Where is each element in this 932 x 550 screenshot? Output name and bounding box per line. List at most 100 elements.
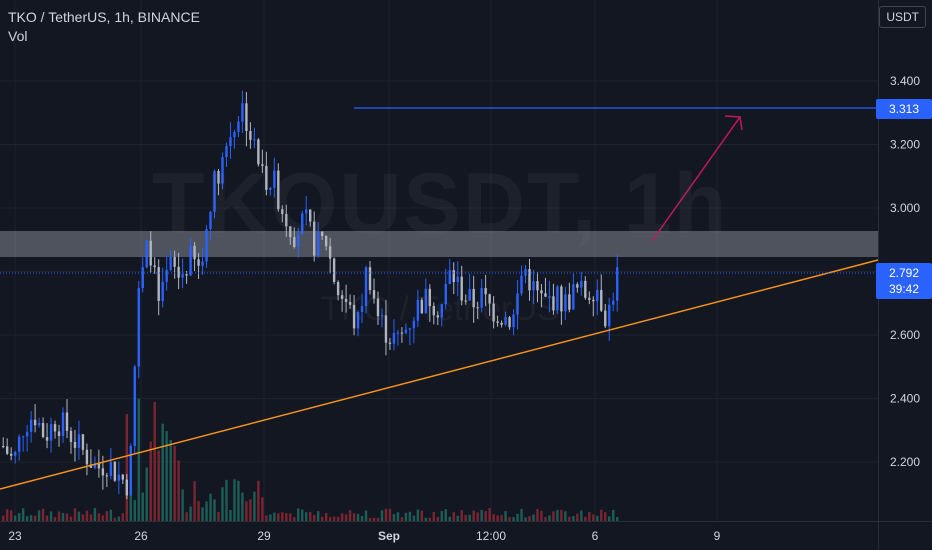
volume-bar (285, 513, 288, 521)
volume-bar (185, 512, 188, 521)
candle-body (548, 296, 551, 298)
candle-body (404, 329, 408, 333)
volume-bar (93, 508, 97, 521)
volume-bar (440, 510, 443, 521)
candle-body (376, 298, 380, 317)
volume-bar (388, 508, 392, 521)
volume-bar (269, 514, 272, 521)
candle-body (592, 299, 595, 302)
volume-bar (564, 511, 567, 521)
candle-body (105, 475, 109, 477)
candle-body (53, 424, 57, 432)
volume-bar (189, 506, 192, 521)
volume-bar (153, 402, 156, 521)
volume-bar (261, 497, 264, 521)
candle-body (520, 275, 523, 294)
candle-body (305, 209, 308, 214)
symbol-legend[interactable]: TKO / TetherUS, 1h, BINANCE Vol (8, 9, 200, 44)
volume-bar (324, 513, 328, 521)
volume-bar (512, 517, 515, 521)
price-candles (2, 90, 619, 500)
candle-body (512, 314, 515, 328)
candle-body (332, 258, 336, 282)
candle-body (388, 342, 392, 344)
volume-bar (356, 513, 360, 521)
candle-body (177, 266, 180, 278)
time-tick-label: 6 (592, 529, 599, 543)
volume-bar (273, 512, 276, 521)
volume-bar (528, 516, 531, 521)
currency-button[interactable]: USDT (879, 6, 926, 28)
volume-bar (508, 517, 511, 521)
volume-bar (428, 517, 432, 521)
volume-bar (492, 514, 495, 521)
volume-bar (53, 517, 57, 521)
candle-body (181, 274, 184, 278)
resistance-zone[interactable] (0, 231, 878, 257)
candle-body (161, 281, 164, 301)
candle-body (5, 446, 9, 454)
candle-body (237, 121, 240, 132)
candle-body (21, 436, 25, 438)
candle-body (281, 209, 284, 215)
volume-bar (161, 423, 164, 521)
candle-body (312, 221, 316, 256)
candle-body (209, 211, 212, 230)
candle-body (65, 412, 69, 431)
volume-bar (133, 500, 136, 521)
volume-bar (5, 509, 9, 521)
volume-bar (197, 500, 200, 521)
candle-body (536, 281, 539, 291)
candle-body (452, 270, 455, 283)
candle-body (524, 269, 527, 276)
candle-body (265, 165, 268, 190)
volume-bar (460, 510, 463, 521)
candle-body (189, 245, 192, 276)
volume-bar (364, 510, 368, 521)
candle-body (173, 256, 176, 267)
price-tick-label: 3.400 (890, 74, 920, 88)
volume-bar (580, 510, 583, 521)
candle-body (484, 288, 487, 295)
candle-body (33, 419, 37, 426)
volume-bar (408, 511, 412, 521)
candle-body (201, 261, 204, 266)
candle-body (81, 434, 85, 450)
candle-body (372, 290, 376, 299)
volume-bar (73, 508, 77, 521)
candle-body (245, 103, 248, 132)
candle-body (257, 139, 260, 165)
candle-body (540, 290, 543, 294)
grid-lines (0, 0, 878, 521)
candle-body (412, 320, 416, 329)
candle-body (133, 366, 136, 446)
volume-bar (436, 517, 439, 521)
volume-bar (33, 515, 37, 521)
candle-body (580, 280, 583, 288)
volume-bar (340, 513, 344, 521)
symbol-title[interactable]: TKO / TetherUS, 1h, BINANCE (8, 9, 200, 25)
candle-body (572, 284, 575, 310)
candle-body (261, 164, 264, 166)
projection-arrow[interactable] (651, 115, 743, 242)
volume-bar (277, 513, 280, 521)
volume-bar (608, 516, 611, 521)
candle-body (101, 468, 105, 476)
candle-body (600, 289, 603, 311)
volume-bar (17, 513, 21, 521)
candle-body (213, 170, 216, 212)
candle-body (476, 307, 479, 309)
volume-indicator-label[interactable]: Vol (8, 28, 28, 44)
support-trendline[interactable] (0, 259, 879, 490)
time-axis[interactable]: 23 26 29 Sep 12:00 6 9 (8, 529, 720, 543)
volume-bar (484, 511, 487, 521)
candle-body (193, 245, 196, 260)
candle-body (444, 284, 447, 305)
candle-body (241, 103, 244, 122)
time-tick-label: 29 (257, 529, 271, 543)
candle-body (225, 146, 228, 158)
volume-bar (348, 510, 352, 521)
volume-bar (145, 467, 148, 521)
